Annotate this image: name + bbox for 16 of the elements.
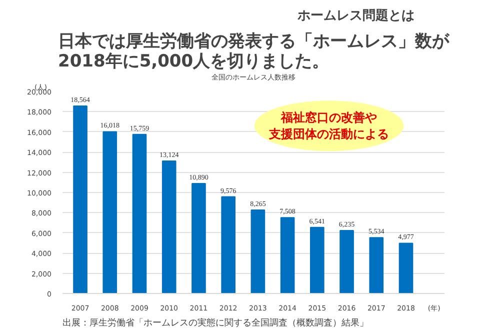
bar	[398, 242, 414, 294]
bar	[162, 160, 176, 294]
bar	[221, 196, 236, 294]
bar	[73, 106, 88, 294]
chart-title: 日本では厚生労働省の発表する「ホームレス」数が 2018年に5,000人を切りました。	[58, 32, 450, 72]
bar	[340, 230, 354, 294]
text: ホームレス問題とは	[296, 8, 414, 24]
bar	[102, 131, 118, 294]
text: 出展：厚生労働省「ホームレスの実態に関する全国調査（概数調査）結果」	[62, 318, 368, 328]
bar	[310, 226, 324, 294]
bar	[280, 217, 295, 294]
bar	[132, 134, 147, 294]
annotation: 福祉窓口の改善や支援団体の活動による	[268, 110, 390, 142]
bar	[369, 237, 384, 294]
bar	[250, 210, 266, 294]
bar	[192, 183, 206, 294]
